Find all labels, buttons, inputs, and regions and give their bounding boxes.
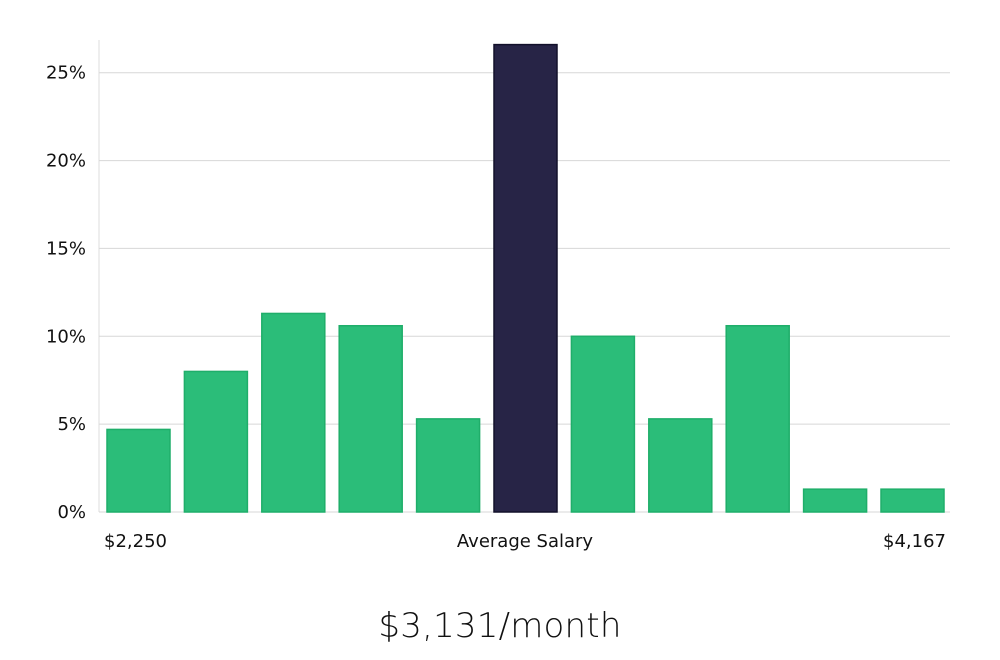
bar	[880, 488, 945, 513]
bar	[261, 312, 326, 513]
y-tick-label: 10%	[46, 326, 86, 347]
bar	[183, 370, 249, 513]
bar	[106, 428, 171, 513]
x-axis-max-label: $4,167	[883, 531, 946, 552]
bar	[570, 335, 636, 513]
y-tick-label: 0%	[57, 502, 86, 523]
bars-layer	[106, 43, 945, 513]
bar	[338, 324, 403, 513]
chart-svg: 0% 5% 10% 15% 20% 25% $2,250 Average Salary $…	[46, 40, 950, 552]
bar	[725, 324, 790, 513]
y-tick-label: 20%	[46, 151, 86, 172]
x-axis-center-label: Average Salary	[457, 531, 594, 552]
bar-average-highlight	[493, 43, 558, 513]
y-tick-label: 15%	[46, 238, 86, 259]
labels-layer: $2,250 Average Salary $4,167	[104, 531, 946, 552]
bar	[415, 418, 481, 513]
salary-distribution-chart: 0% 5% 10% 15% 20% 25% $2,250 Average Salary $…	[46, 40, 950, 552]
average-salary-headline: $3,131/month	[378, 606, 622, 646]
y-tick-label: 25%	[46, 63, 86, 84]
x-axis-min-label: $2,250	[104, 531, 167, 552]
grid-layer: 0% 5% 10% 15% 20% 25%	[46, 40, 950, 523]
y-tick-label: 5%	[57, 414, 86, 435]
bar	[802, 488, 868, 513]
bar	[648, 418, 713, 513]
